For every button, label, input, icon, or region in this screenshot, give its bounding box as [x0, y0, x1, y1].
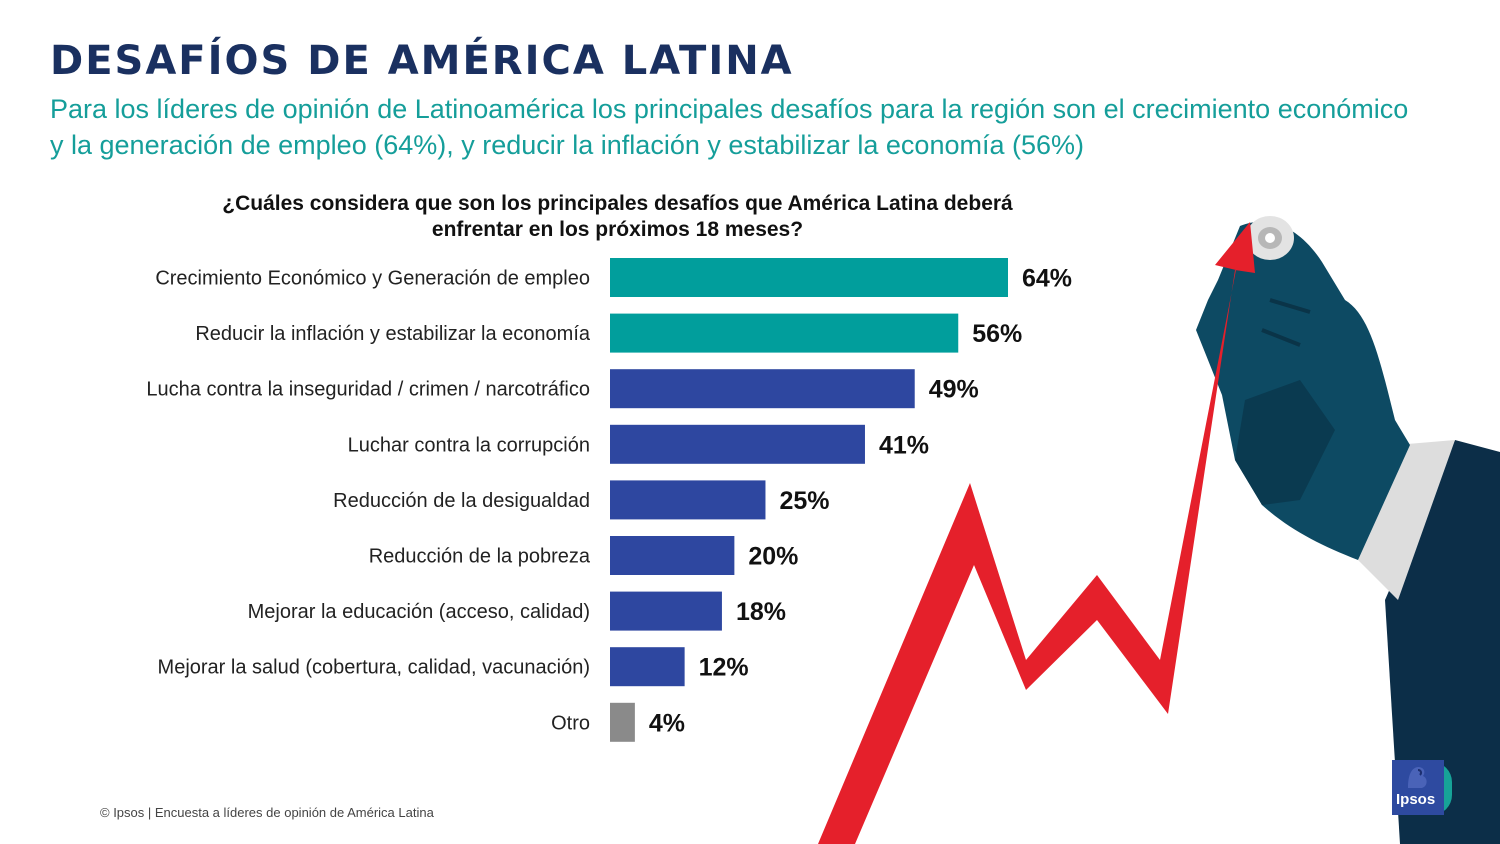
category-label: Mejorar la educación (acceso, calidad)	[248, 601, 590, 623]
category-label: Lucha contra la inseguridad / crimen / n…	[146, 379, 590, 401]
category-label: Luchar contra la corrupción	[348, 434, 590, 456]
category-label: Reducir la inflación y estabilizar la ec…	[195, 323, 591, 345]
logo-face-icon	[1408, 767, 1427, 788]
value-label: 12%	[699, 654, 749, 682]
bar	[610, 591, 722, 631]
bar	[610, 702, 635, 742]
bar	[610, 536, 735, 575]
category-label: Otro	[551, 712, 590, 734]
hand-shadow	[1235, 380, 1335, 505]
value-label: 41%	[879, 431, 929, 459]
logo-text: Ipsos	[1396, 791, 1436, 808]
bar	[610, 313, 959, 353]
bar	[610, 647, 685, 687]
bar	[610, 369, 915, 409]
value-label: 49%	[929, 376, 979, 404]
category-label: Reducción de la pobreza	[369, 546, 591, 568]
red-arrow	[818, 222, 1255, 844]
page-title: DESAFÍOS DE AMÉRICA LATINA	[50, 38, 794, 84]
value-label: 56%	[972, 320, 1022, 348]
bar	[610, 258, 1008, 297]
value-label: 64%	[1022, 265, 1072, 293]
category-label: Mejorar la salud (cobertura, calidad, va…	[158, 657, 590, 679]
finger-lines	[1261, 298, 1311, 347]
value-label: 20%	[748, 543, 798, 571]
category-label: Crecimiento Económico y Generación de em…	[155, 268, 590, 290]
value-label: 25%	[779, 487, 829, 515]
bar	[610, 424, 865, 464]
ipsos-logo: Ipsos	[1392, 760, 1452, 815]
value-label: 18%	[736, 598, 786, 626]
category-label: Reducción de la desigualdad	[333, 490, 590, 512]
page-subtitle: Para los líderes de opinión de Latinoamé…	[50, 94, 1409, 160]
chart-question: ¿Cuáles considera que son los principale…	[222, 192, 1013, 241]
shirt-cuff	[1358, 440, 1455, 600]
value-label: 4%	[649, 709, 685, 737]
footer-copyright: © Ipsos | Encuesta a líderes de opinión …	[100, 805, 434, 820]
bar	[610, 480, 766, 520]
